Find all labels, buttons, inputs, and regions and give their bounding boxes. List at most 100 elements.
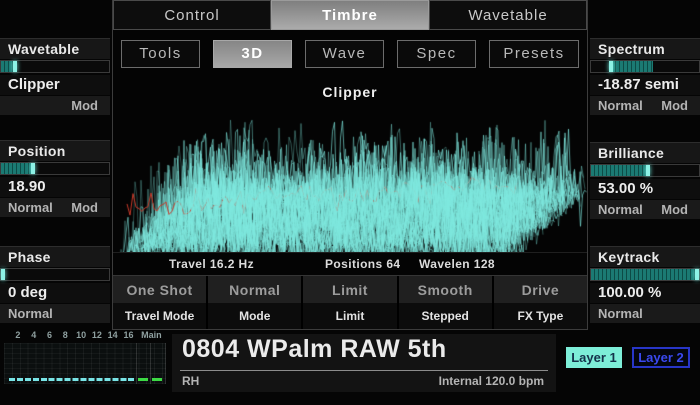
- travel-mode-value-button[interactable]: One Shot: [113, 276, 207, 303]
- position-slider[interactable]: [0, 162, 110, 175]
- position-value[interactable]: 18.90: [0, 177, 110, 197]
- spectrum-mode-row: Normal Mod: [590, 96, 700, 115]
- spectrum-slider[interactable]: [590, 60, 700, 73]
- keytrack-slider-fill: [591, 269, 699, 280]
- meter-separator: [150, 343, 151, 384]
- mode-label: Mode: [208, 303, 302, 329]
- wavetable-3d-canvas: [113, 74, 587, 252]
- voice-activity-dashes: [9, 378, 136, 381]
- fx-type-value-button[interactable]: Drive: [493, 276, 587, 303]
- spectrum-mod-button[interactable]: Mod: [661, 98, 688, 113]
- tab-timbre[interactable]: Timbre: [271, 0, 429, 30]
- meter-separator: [165, 343, 166, 384]
- meter-number: 6: [46, 330, 52, 340]
- brilliance-mod-button[interactable]: Mod: [661, 202, 688, 217]
- spec-view-button[interactable]: Spec: [397, 40, 476, 68]
- spectrum-slider-fill: [611, 61, 653, 72]
- patch-name[interactable]: 0804 WPalm RAW 5th: [182, 335, 447, 363]
- meter-main-label: Main: [141, 330, 162, 340]
- meter-number: 8: [62, 330, 68, 340]
- wavetable-mod-row: Mod: [0, 96, 110, 115]
- position-section-label: Position: [0, 140, 110, 161]
- brilliance-section-label: Brilliance: [590, 142, 700, 163]
- spectrum-section-label: Spectrum: [590, 38, 700, 59]
- wave-view-button[interactable]: Wave: [305, 40, 384, 68]
- meter-number: 4: [31, 330, 37, 340]
- wavetable-name-title: Clipper: [322, 84, 378, 100]
- position-section: Position 18.90 Normal Mod: [0, 140, 110, 217]
- brilliance-mode-row: Normal Mod: [590, 200, 700, 219]
- keytrack-normal-button[interactable]: Normal: [598, 306, 643, 321]
- layer-1-button[interactable]: Layer 1: [566, 347, 622, 368]
- tab-control[interactable]: Control: [113, 0, 271, 30]
- voice-meter-grid: [4, 343, 166, 384]
- brilliance-section: Brilliance 53.00 % Normal Mod: [590, 142, 700, 219]
- keytrack-slider[interactable]: [590, 268, 700, 281]
- stepped-label: Stepped: [398, 303, 492, 329]
- position-slider-fill: [1, 163, 34, 174]
- travel-rate-value: Travel 16.2 Hz: [169, 257, 254, 271]
- limit-label: Limit: [303, 303, 397, 329]
- meter-number: 14: [107, 330, 118, 340]
- tools-button[interactable]: Tools: [121, 40, 200, 68]
- 3d-view-button[interactable]: 3D: [213, 40, 292, 68]
- brilliance-normal-button[interactable]: Normal: [598, 202, 643, 217]
- phase-slider-handle[interactable]: [1, 269, 5, 280]
- brilliance-slider-handle[interactable]: [646, 165, 651, 176]
- wavetable-slider-fill: [1, 61, 16, 72]
- position-mod-button[interactable]: Mod: [71, 200, 98, 215]
- spectrum-normal-button[interactable]: Normal: [598, 98, 643, 113]
- wavetable-value[interactable]: Clipper: [0, 75, 110, 95]
- mode-value-button[interactable]: Normal: [208, 276, 302, 303]
- param-grid: One Shot Normal Limit Smooth Drive Trave…: [113, 276, 587, 329]
- limit-value-button[interactable]: Limit: [303, 276, 397, 303]
- tab-wavetable[interactable]: Wavetable: [429, 0, 587, 30]
- presets-button[interactable]: Presets: [489, 40, 579, 68]
- fx-type-label: FX Type: [493, 303, 587, 329]
- spectrum-value[interactable]: -18.87 semi: [590, 75, 700, 95]
- phase-value[interactable]: 0 deg: [0, 283, 110, 303]
- spectrum-slider-handle[interactable]: [609, 61, 614, 72]
- wavelen-value: Wavelen 128: [419, 257, 495, 271]
- brilliance-value[interactable]: 53.00 %: [590, 179, 700, 199]
- wavetable-slider-handle[interactable]: [12, 61, 17, 72]
- main-level-dash-right: [152, 378, 162, 381]
- phase-section-label: Phase: [0, 246, 110, 267]
- position-normal-button[interactable]: Normal: [8, 200, 53, 215]
- brilliance-slider-fill: [591, 165, 649, 176]
- wavetable-status-bar: Travel 16.2 Hz Positions 64 Wavelen 128: [113, 252, 587, 276]
- wavetable-mod-button[interactable]: Mod: [71, 98, 98, 113]
- phase-section: Phase 0 deg Normal: [0, 246, 110, 323]
- meter-number: 16: [123, 330, 134, 340]
- travel-mode-label: Travel Mode: [113, 303, 207, 329]
- patch-divider: [180, 370, 548, 371]
- keytrack-section: Keytrack 100.00 % Normal: [590, 246, 700, 323]
- stepped-value-button[interactable]: Smooth: [398, 276, 492, 303]
- phase-normal-button[interactable]: Normal: [8, 306, 53, 321]
- keytrack-slider-handle[interactable]: [695, 269, 699, 280]
- phase-slider[interactable]: [0, 268, 110, 281]
- wavetable-section: Wavetable Clipper Mod: [0, 38, 110, 115]
- patch-bank-label: RH: [182, 374, 200, 388]
- positions-value: Positions 64: [325, 257, 401, 271]
- keytrack-mode-row: Normal: [590, 304, 700, 323]
- timbre-panel: Control Timbre Wavetable Tools 3D Wave S…: [112, 0, 588, 330]
- view-toolbar: Tools 3D Wave Spec Presets: [113, 36, 587, 72]
- wavetable-slider[interactable]: [0, 60, 110, 73]
- meter-separator: [136, 343, 137, 384]
- tempo-label: Internal 120.0 bpm: [438, 374, 544, 388]
- position-mode-row: Normal Mod: [0, 198, 110, 217]
- meter-number: 10: [76, 330, 87, 340]
- voice-meter-numbers: 2 4 6 8 10 12 14 16 Main: [4, 330, 170, 342]
- patch-display: 0804 WPalm RAW 5th RH Internal 120.0 bpm: [172, 334, 556, 392]
- layer-2-button[interactable]: Layer 2: [632, 347, 690, 368]
- phase-mode-row: Normal: [0, 304, 110, 323]
- wavetable-section-label: Wavetable: [0, 38, 110, 59]
- keytrack-section-label: Keytrack: [590, 246, 700, 267]
- position-slider-handle[interactable]: [31, 163, 36, 174]
- keytrack-value[interactable]: 100.00 %: [590, 283, 700, 303]
- meter-number: 12: [91, 330, 102, 340]
- page-tabs: Control Timbre Wavetable: [113, 0, 587, 30]
- brilliance-slider[interactable]: [590, 164, 700, 177]
